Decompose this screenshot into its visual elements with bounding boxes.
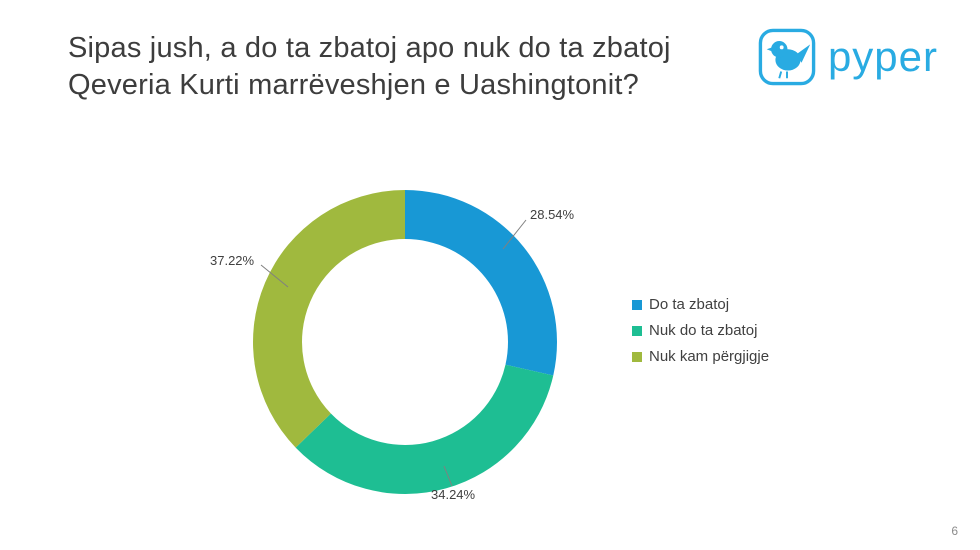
legend-label: Nuk kam përgjigje bbox=[649, 348, 770, 365]
slide-number: 6 bbox=[951, 524, 958, 538]
data-label-do-ta-zbatoj: 28.54% bbox=[530, 207, 575, 222]
data-label-nuk-kam-pergjigje: 37.22% bbox=[210, 253, 255, 268]
chart-title: Sipas jush, a do ta zbatoj apo nuk do ta… bbox=[68, 32, 671, 102]
donut-chart bbox=[245, 182, 565, 502]
legend-swatch-olive bbox=[632, 351, 642, 362]
legend-item-nuk-do-ta-zbatoj: Nuk do ta zbatoj bbox=[632, 322, 769, 339]
legend-item-do-ta-zbatoj: Do ta zbatoj bbox=[632, 296, 769, 313]
logo-wordmark: pyper bbox=[827, 33, 938, 80]
legend-label: Nuk do ta zbatoj bbox=[649, 322, 758, 339]
legend-swatch-blue bbox=[632, 299, 642, 310]
legend-swatch-teal bbox=[632, 325, 642, 336]
donut-segment-0 bbox=[405, 190, 558, 376]
donut-svg bbox=[253, 190, 558, 494]
legend-label: Do ta zbatoj bbox=[649, 296, 730, 313]
donut-segment-2 bbox=[253, 190, 405, 448]
data-label-nuk-do-ta-zbatoj: 34.24% bbox=[431, 487, 476, 502]
legend: Do ta zbatoj Nuk do ta zbatoj Nuk kam pë… bbox=[632, 296, 769, 365]
bird-icon bbox=[758, 28, 816, 86]
donut-segment-1 bbox=[295, 364, 554, 494]
pyper-logo: pyper bbox=[758, 28, 938, 86]
legend-item-nuk-kam-pergjigje: Nuk kam përgjigje bbox=[632, 348, 769, 365]
